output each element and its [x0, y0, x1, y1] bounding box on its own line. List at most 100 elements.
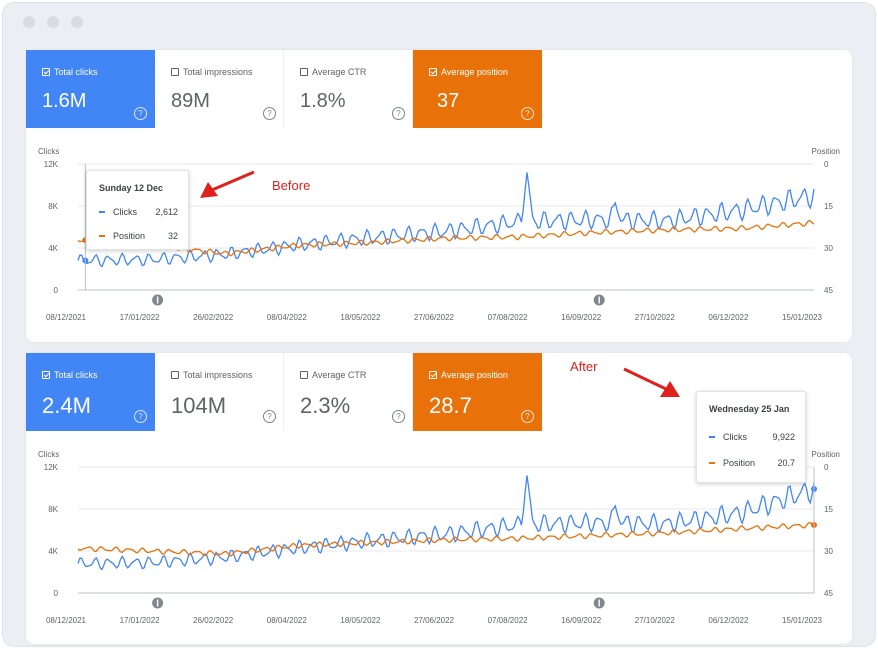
checkbox-icon[interactable] — [300, 371, 308, 379]
tooltip-label: Clicks — [113, 207, 137, 217]
left-tick-label: 8K — [48, 505, 58, 514]
left-axis-title: Clicks — [38, 147, 59, 156]
checkbox-checked-icon[interactable] — [42, 68, 50, 76]
right-tick-label: 0 — [824, 463, 829, 472]
help-icon[interactable]: ? — [392, 410, 405, 423]
title-bar — [3, 3, 875, 43]
x-tick-label: 07/08/2022 — [488, 616, 529, 625]
help-icon[interactable]: ? — [263, 107, 276, 120]
x-tick-label: 27/06/2022 — [414, 616, 455, 625]
checkbox-checked-icon[interactable] — [429, 68, 437, 76]
card-value: 1.6M — [42, 90, 87, 112]
clicks-swatch-icon — [99, 211, 105, 213]
card-average-position[interactable]: Average position 28.7 ? — [413, 353, 542, 431]
help-icon[interactable]: ? — [521, 410, 534, 423]
right-tick-label: 15 — [824, 202, 833, 211]
right-tick-label: 30 — [824, 547, 833, 556]
x-tick-label: 27/10/2022 — [635, 313, 676, 322]
checkbox-icon[interactable] — [171, 371, 179, 379]
right-tick-label: 0 — [824, 160, 829, 169]
tooltip-label: Clicks — [723, 432, 747, 442]
position-swatch-icon — [709, 462, 715, 464]
tooltip-row-clicks: Clicks 2,612 — [99, 207, 178, 217]
card-value: 37 — [437, 90, 460, 112]
card-average-ctr[interactable]: Average CTR 2.3% ? — [284, 353, 413, 431]
card-total-clicks[interactable]: Total clicks 2.4M ? — [26, 353, 155, 431]
x-tick-label: 18/05/2022 — [340, 616, 381, 625]
help-icon[interactable]: ? — [521, 107, 534, 120]
card-value: 1.8% — [300, 90, 346, 112]
x-tick-label: 07/08/2022 — [488, 313, 529, 322]
right-tick-label: 45 — [824, 589, 833, 598]
card-total-impressions[interactable]: Total impressions 104M ? — [155, 353, 284, 431]
x-tick-label: 18/05/2022 — [340, 313, 381, 322]
tooltip-value: 32 — [167, 231, 178, 241]
annotation-marker-icon[interactable] — [593, 294, 605, 306]
card-value: 89M — [171, 90, 210, 112]
annotation-marker-icon[interactable] — [593, 597, 605, 609]
right-tick-label: 15 — [824, 505, 833, 514]
help-icon[interactable]: ? — [134, 410, 147, 423]
chart-tooltip: Sunday 12 Dec Clicks 2,612 Position 32 — [86, 170, 189, 250]
position-series-line — [77, 220, 815, 257]
left-axis-title: Clicks — [38, 450, 59, 459]
tooltip-value: 9,922 — [772, 432, 795, 442]
x-tick-label: 17/01/2022 — [120, 313, 161, 322]
right-axis-title: Position — [812, 147, 840, 156]
checkbox-icon[interactable] — [300, 68, 308, 76]
card-value: 2.4M — [42, 393, 91, 418]
clicks-swatch-icon — [709, 436, 715, 438]
checkbox-checked-icon[interactable] — [429, 371, 437, 379]
card-total-clicks[interactable]: Total clicks 1.6M ? — [26, 50, 155, 128]
chart-tooltip: Wednesday 25 Jan Clicks 9,922 Position 2… — [696, 391, 806, 483]
checkbox-checked-icon[interactable] — [42, 371, 50, 379]
x-tick-label: 26/02/2022 — [193, 313, 234, 322]
x-tick-label: 06/12/2022 — [708, 313, 749, 322]
performance-chart[interactable]: Clicks Position 12K 8K 4K 0 0 15 30 45 08/12/2021 1… — [26, 443, 852, 633]
card-label: Total clicks — [54, 67, 98, 77]
card-average-ctr[interactable]: Average CTR 1.8% ? — [284, 50, 413, 128]
performance-panel-after: Total clicks 2.4M ? Total impressions 10… — [26, 353, 852, 644]
card-total-impressions[interactable]: Total impressions 89M ? — [155, 50, 284, 128]
performance-chart[interactable]: Clicks Position 12K 8K 4K 0 0 15 30 45 08/12/2021 1… — [26, 140, 852, 330]
card-label: Total impressions — [183, 67, 253, 77]
left-tick-label: 0 — [54, 286, 59, 295]
position-swatch-icon — [99, 235, 105, 237]
help-icon[interactable]: ? — [392, 107, 405, 120]
annotation-arrow-icon — [623, 367, 680, 397]
help-icon[interactable]: ? — [263, 410, 276, 423]
card-label: Total impressions — [183, 370, 253, 380]
card-average-position[interactable]: Average position 37 ? — [413, 50, 542, 128]
clicks-series-line — [77, 172, 815, 268]
left-tick-label: 0 — [54, 589, 59, 598]
card-label: Average CTR — [312, 370, 367, 380]
x-tick-label: 06/12/2022 — [708, 616, 749, 625]
window-dot-icon[interactable] — [23, 16, 35, 28]
card-label: Average position — [441, 370, 508, 380]
x-tick-label: 08/12/2021 — [46, 313, 87, 322]
x-tick-label: 08/04/2022 — [267, 616, 308, 625]
tooltip-row-position: Position 32 — [99, 231, 178, 241]
card-value: 28.7 — [429, 393, 472, 418]
x-tick-label: 16/09/2022 — [561, 313, 602, 322]
tooltip-date: Sunday 12 Dec — [99, 183, 164, 193]
metric-cards: Total clicks 1.6M ? Total impressions 89… — [26, 50, 542, 128]
card-value: 104M — [171, 393, 227, 418]
performance-panel-before: Total clicks 1.6M ? Total impressions 89… — [26, 50, 852, 342]
checkbox-icon[interactable] — [171, 68, 179, 76]
x-tick-label: 15/01/2023 — [782, 616, 823, 625]
annotation-before: Before — [272, 178, 311, 193]
window-dot-icon[interactable] — [71, 16, 83, 28]
clicks-series-line — [77, 475, 815, 571]
annotation-marker-icon[interactable] — [152, 597, 164, 609]
tooltip-value: 2,612 — [155, 207, 178, 217]
x-tick-label: 26/02/2022 — [193, 616, 234, 625]
help-icon[interactable]: ? — [134, 107, 147, 120]
tooltip-label: Position — [723, 458, 756, 468]
tooltip-date: Wednesday 25 Jan — [709, 404, 790, 414]
position-series-line — [77, 522, 815, 557]
window-dot-icon[interactable] — [47, 16, 59, 28]
left-tick-label: 4K — [48, 244, 58, 253]
annotation-marker-icon[interactable] — [152, 294, 164, 306]
x-tick-label: 08/04/2022 — [267, 313, 308, 322]
